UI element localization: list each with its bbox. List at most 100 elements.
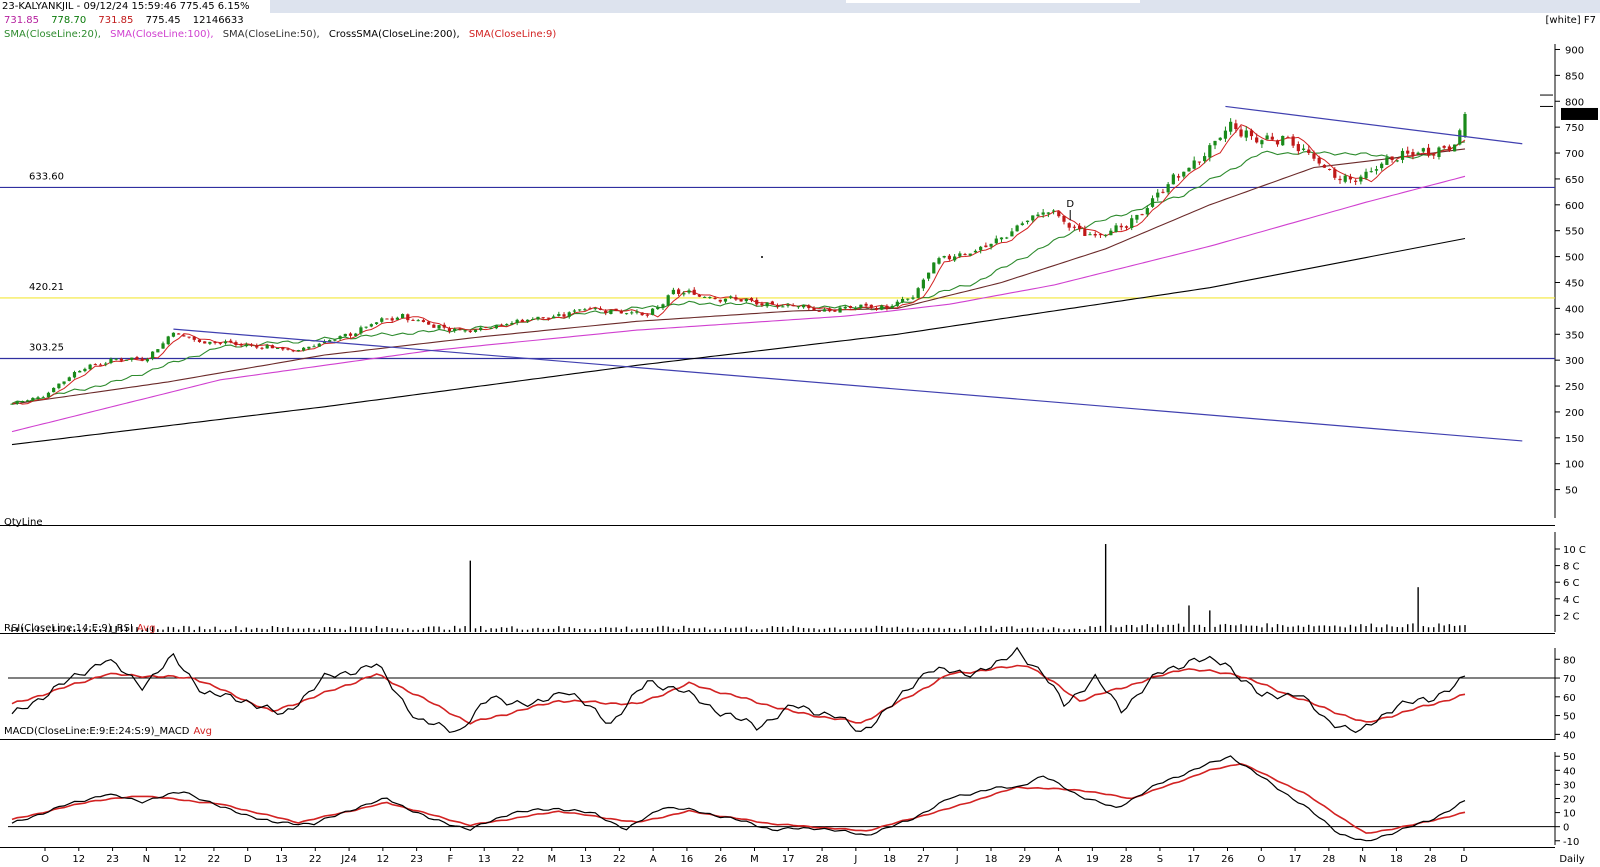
candle [583, 307, 587, 311]
candle-body [973, 250, 978, 253]
candle [244, 342, 248, 348]
candle [1156, 189, 1160, 202]
candle [354, 332, 358, 337]
volume-tick-label: 8 C [1563, 562, 1580, 573]
candle-body [1223, 130, 1228, 139]
candle [249, 343, 254, 347]
candle-body [1130, 218, 1134, 229]
candle-body [427, 321, 431, 325]
candle-body [1031, 215, 1035, 221]
candle-body [1197, 161, 1201, 163]
candle [937, 256, 941, 265]
candle [1432, 153, 1436, 159]
x-tick-label: 18 [883, 854, 896, 865]
candle [166, 335, 170, 346]
candle-body [989, 243, 993, 247]
period-label: Daily [1559, 854, 1584, 865]
candle-body [307, 346, 311, 349]
candle [916, 286, 920, 299]
candle-body [260, 347, 264, 349]
candle-body [374, 322, 379, 325]
candle [1083, 225, 1087, 237]
candle [223, 339, 228, 345]
candle [473, 329, 478, 333]
candle [635, 309, 639, 315]
x-tick-label: 22 [613, 854, 626, 865]
candle-body [1020, 223, 1024, 226]
candle [208, 341, 212, 346]
candle-body [1327, 168, 1332, 170]
candle-body [645, 314, 649, 316]
candle [286, 347, 290, 351]
candle-body [1078, 225, 1082, 230]
volume-bars [11, 544, 1466, 632]
legend-sma100[interactable]: SMA(CloseLine:100), [110, 29, 214, 40]
candle [1098, 233, 1103, 238]
candle [984, 242, 988, 248]
candle-body [984, 245, 988, 248]
candle [1411, 148, 1415, 160]
candle-body [552, 316, 556, 319]
candle [588, 306, 592, 310]
candle-body [15, 401, 19, 404]
candle [885, 304, 889, 311]
candle [734, 294, 738, 301]
candle [1249, 128, 1254, 140]
rsi-tick-label: 50 [1563, 712, 1576, 723]
candle [114, 358, 118, 361]
legend-sma200[interactable]: CrossSMA(CloseLine:200), [328, 29, 460, 40]
macd-avg-line [11, 762, 1466, 834]
candle-body [1400, 150, 1405, 160]
candle-body [1421, 148, 1425, 152]
macd-tick-label: 0 [1563, 823, 1569, 834]
candle-body [411, 319, 415, 321]
candle [119, 357, 123, 363]
candle-body [281, 347, 285, 350]
candle [947, 254, 952, 261]
rsi-tick-label: 70 [1563, 674, 1576, 685]
volume-value: 12146633 [192, 15, 244, 26]
level-label-303.25: 303.25 [29, 342, 64, 353]
candle [1406, 146, 1410, 156]
x-tick-label: 29 [1018, 854, 1031, 865]
candle [1197, 161, 1201, 166]
candle-body [458, 329, 462, 331]
legend-sma50[interactable]: SMA(CloseLine:50), [222, 29, 320, 40]
candle [57, 383, 61, 390]
candle [255, 343, 259, 350]
candle [557, 311, 561, 317]
candle-body [52, 387, 56, 393]
candle-body [265, 345, 269, 349]
candle-body [1463, 113, 1467, 137]
macd-label: MACD(CloseLine:E:9:E:24:S:9)_MACD [4, 726, 190, 737]
price-tick-label: 350 [1565, 330, 1584, 341]
search-box[interactable] [846, 0, 1140, 3]
candle [1296, 141, 1300, 155]
candle [812, 306, 816, 312]
x-tick-label: 27 [917, 854, 930, 865]
candle-body [906, 298, 910, 300]
trendline-1 [1225, 105, 1523, 145]
theme-indicator[interactable]: [white] F7 [1545, 15, 1596, 26]
candle-body [1187, 167, 1191, 172]
candle-body [234, 342, 238, 346]
candle-body [385, 318, 389, 320]
price-tick-label: 850 [1565, 71, 1584, 82]
candle [1286, 135, 1290, 139]
candle-body [302, 347, 306, 351]
candle-body [1239, 129, 1243, 137]
candle [822, 307, 827, 312]
candle [505, 323, 509, 327]
candle-body [1051, 210, 1056, 212]
candle-body [1338, 178, 1342, 181]
candle [479, 326, 483, 332]
legend-sma20[interactable]: SMA(CloseLine:20), [4, 29, 101, 40]
candle [692, 287, 696, 296]
candle-body [687, 290, 691, 293]
candle-body [593, 308, 597, 310]
candle-body [249, 344, 254, 346]
volume-tick-label: 6 C [1563, 578, 1580, 589]
candle-body [926, 272, 931, 279]
legend-sma9[interactable]: SMA(CloseLine:9) [468, 29, 557, 40]
